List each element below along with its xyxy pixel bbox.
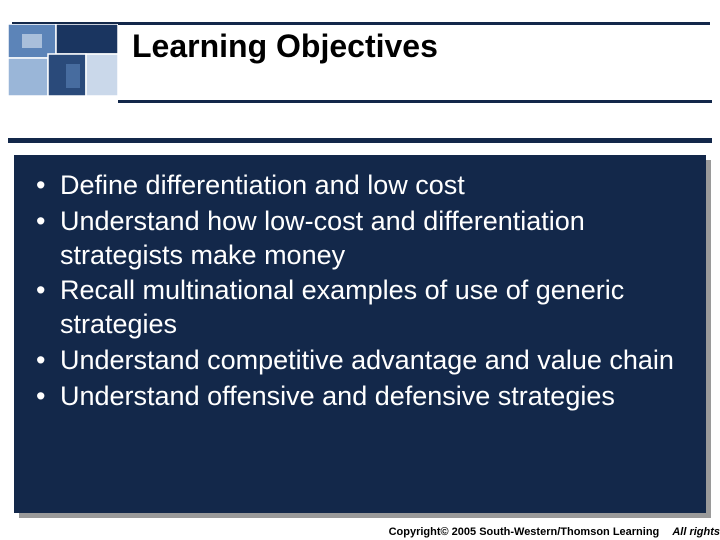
divider-bottom	[8, 138, 712, 143]
list-item: Understand how low-cost and differentiat…	[32, 205, 688, 273]
list-item: Understand offensive and defensive strat…	[32, 380, 688, 414]
bullet-list: Define differentiation and low cost Unde…	[32, 169, 688, 413]
slide-title: Learning Objectives	[132, 28, 720, 65]
divider-mid	[118, 100, 712, 103]
list-item: Define differentiation and low cost	[32, 169, 688, 203]
copyright-main: Copyright© 2005 South-Western/Thomson Le…	[389, 526, 660, 538]
content-box: Define differentiation and low cost Unde…	[14, 155, 706, 513]
corner-graphic-icon	[8, 24, 118, 96]
list-item: Understand competitive advantage and val…	[32, 344, 688, 378]
list-item: Recall multinational examples of use of …	[32, 274, 688, 342]
copyright-line: Copyright© 2005 South-Western/Thomson Le…	[389, 526, 720, 538]
slide-header: Learning Objectives	[0, 0, 720, 65]
copyright-tail: All rights	[672, 526, 720, 538]
